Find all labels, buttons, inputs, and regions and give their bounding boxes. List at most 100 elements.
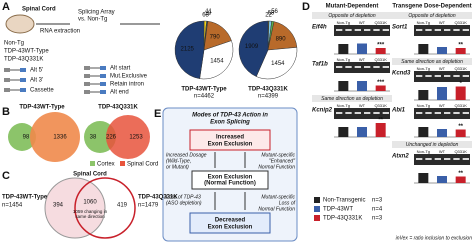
significance: *** bbox=[377, 43, 385, 49]
gel-band bbox=[416, 29, 423, 31]
venn-value: 419 bbox=[117, 203, 128, 209]
bar bbox=[357, 43, 367, 54]
box-top bbox=[189, 129, 271, 151]
bar bbox=[418, 44, 429, 54]
mode-note: "Enhanced" bbox=[269, 158, 295, 164]
heading-band bbox=[312, 95, 392, 102]
bar bbox=[455, 48, 466, 54]
category-label: WT bbox=[359, 57, 366, 62]
assay: vs. Non-Tg bbox=[78, 17, 107, 23]
legend-n: n=3 bbox=[372, 198, 383, 204]
bar bbox=[375, 123, 386, 137]
heading-band bbox=[392, 12, 472, 19]
heading-band bbox=[312, 12, 392, 19]
significance: ** bbox=[458, 124, 463, 130]
gel-band bbox=[462, 29, 469, 31]
group-heading: Same direction as depletion bbox=[321, 96, 383, 102]
venn-circle bbox=[30, 112, 80, 162]
mode-label: Exon Exclusion bbox=[208, 142, 253, 148]
group-label: TDP-43WT-Type bbox=[4, 49, 49, 55]
pie-value: 1454 bbox=[210, 58, 224, 64]
pie-slice bbox=[238, 20, 269, 77]
group-label: TDP-43Q331K bbox=[4, 57, 43, 63]
column-title: Transgene Dose-Dependent bbox=[392, 4, 471, 10]
set-n: n=1479 bbox=[138, 203, 159, 209]
gel bbox=[414, 154, 470, 165]
pie-value: 56 bbox=[271, 9, 278, 15]
gel-band bbox=[373, 66, 380, 68]
pie-value: 22 bbox=[265, 13, 272, 19]
venn-note: 1059 changing in bbox=[73, 209, 108, 214]
box-title: Modes of TDP-43 Action in bbox=[192, 113, 268, 119]
exon bbox=[84, 90, 90, 94]
box-middle bbox=[191, 170, 269, 190]
mode-label: Increased bbox=[216, 135, 244, 141]
tissue: Spinal Cord bbox=[22, 7, 56, 13]
exon bbox=[4, 78, 10, 82]
bar bbox=[455, 129, 466, 137]
group-heading: Same direction as depletion bbox=[401, 59, 463, 65]
event-type: Alt 5' bbox=[30, 68, 43, 74]
gel bbox=[334, 108, 390, 119]
gel-band bbox=[425, 112, 432, 114]
mode-note: Mutant-specific bbox=[261, 152, 295, 158]
pie-value: 19 bbox=[204, 11, 211, 17]
pie-n: n=4462 bbox=[194, 94, 215, 100]
pie-n: n=4399 bbox=[258, 94, 279, 100]
bar bbox=[437, 176, 447, 183]
category-label: WT bbox=[359, 20, 366, 25]
significance: * bbox=[459, 81, 462, 87]
category-label: Q331K bbox=[374, 103, 387, 108]
set-label: TDP-43Q331K bbox=[138, 195, 178, 201]
gene-name: Taf1b bbox=[312, 62, 328, 68]
gel-band bbox=[354, 112, 361, 114]
panel-label: D bbox=[302, 1, 310, 13]
legend-swatch bbox=[314, 215, 320, 221]
exon bbox=[100, 74, 106, 78]
heading-band bbox=[392, 141, 472, 148]
gel-band bbox=[444, 29, 451, 31]
gel bbox=[414, 71, 470, 82]
category-label: WT bbox=[439, 103, 446, 108]
legend-label: Spinal Cord bbox=[127, 162, 158, 168]
mode-note: Loss of bbox=[279, 200, 296, 206]
gene-name: Eif4h bbox=[312, 25, 327, 31]
gel-band bbox=[453, 75, 460, 77]
venn-circle bbox=[8, 123, 36, 151]
bar bbox=[375, 85, 386, 91]
bar bbox=[338, 127, 349, 137]
footnote: inVex = ratio inclusion to exclusion bbox=[396, 235, 473, 241]
gel-band bbox=[416, 112, 423, 114]
gene-name: Sort1 bbox=[392, 25, 408, 31]
panel-label: E bbox=[154, 108, 161, 120]
category-label: Q331K bbox=[454, 149, 467, 154]
pie-value: 890 bbox=[276, 36, 287, 42]
legend-swatch bbox=[90, 161, 95, 166]
pie-value: 11 bbox=[206, 9, 213, 15]
gel-band bbox=[364, 112, 371, 114]
pie-title: TDP-43WT-Type bbox=[181, 87, 227, 93]
mode-note: or Mutant) bbox=[166, 164, 189, 170]
gel-band bbox=[345, 66, 352, 68]
venn-value: 1336 bbox=[53, 135, 67, 141]
gel-band bbox=[434, 158, 441, 160]
pie-title: TDP-43Q331K bbox=[248, 87, 288, 93]
gel-band bbox=[462, 75, 469, 77]
panel-label: A bbox=[2, 1, 10, 13]
category-label: Non-Tg bbox=[417, 20, 430, 25]
category-label: Q331K bbox=[454, 20, 467, 25]
gel-band bbox=[373, 112, 380, 114]
bar bbox=[338, 44, 349, 54]
pie-value: 2125 bbox=[181, 46, 195, 52]
significance: ** bbox=[458, 43, 463, 49]
pie-value: 63 bbox=[202, 13, 209, 19]
pie-value: 790 bbox=[210, 35, 221, 41]
mode-note: Increased Dosage bbox=[166, 152, 207, 158]
pie-slice bbox=[174, 20, 205, 79]
venn-value: 98 bbox=[23, 135, 30, 141]
gel-band bbox=[444, 158, 451, 160]
category-label: Non-Tg bbox=[417, 149, 430, 154]
bar bbox=[418, 90, 429, 100]
gel-band bbox=[416, 158, 423, 160]
